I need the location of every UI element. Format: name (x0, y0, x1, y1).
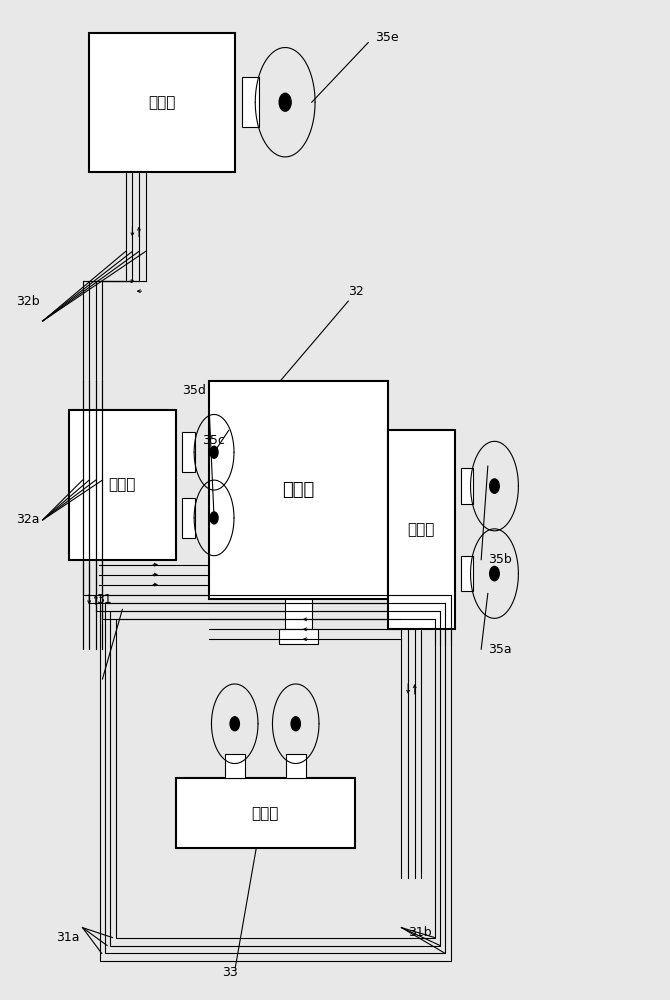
FancyBboxPatch shape (224, 754, 245, 778)
Circle shape (490, 566, 499, 581)
Text: 35d: 35d (182, 384, 206, 397)
FancyBboxPatch shape (285, 599, 312, 629)
Text: 31: 31 (96, 593, 111, 606)
Text: 35a: 35a (488, 643, 511, 656)
FancyBboxPatch shape (286, 754, 306, 778)
FancyBboxPatch shape (89, 33, 235, 172)
FancyBboxPatch shape (182, 432, 196, 472)
FancyBboxPatch shape (69, 410, 176, 560)
Circle shape (279, 93, 291, 111)
Text: 32a: 32a (16, 513, 40, 526)
Text: 31b: 31b (408, 926, 431, 939)
FancyBboxPatch shape (461, 468, 473, 504)
Text: 33: 33 (222, 966, 238, 979)
Text: 散热器: 散热器 (407, 522, 435, 537)
Text: 整系器: 整系器 (251, 806, 279, 821)
Circle shape (210, 512, 218, 524)
FancyBboxPatch shape (176, 778, 355, 848)
Circle shape (230, 717, 239, 731)
Circle shape (210, 446, 218, 458)
FancyBboxPatch shape (461, 556, 473, 591)
FancyBboxPatch shape (388, 430, 455, 629)
Text: 35b: 35b (488, 553, 512, 566)
FancyBboxPatch shape (209, 381, 388, 599)
Text: 32b: 32b (16, 295, 40, 308)
Circle shape (291, 717, 300, 731)
FancyBboxPatch shape (242, 77, 259, 127)
Text: 中冷器: 中冷器 (149, 95, 176, 110)
Text: 35e: 35e (375, 31, 399, 44)
Circle shape (490, 479, 499, 493)
Text: 发动机: 发动机 (282, 481, 315, 499)
FancyBboxPatch shape (279, 629, 318, 644)
FancyBboxPatch shape (182, 498, 196, 538)
Text: 中冷器: 中冷器 (109, 478, 136, 493)
Text: 35c: 35c (202, 434, 225, 447)
Text: 31a: 31a (56, 931, 80, 944)
Text: 32: 32 (348, 285, 364, 298)
